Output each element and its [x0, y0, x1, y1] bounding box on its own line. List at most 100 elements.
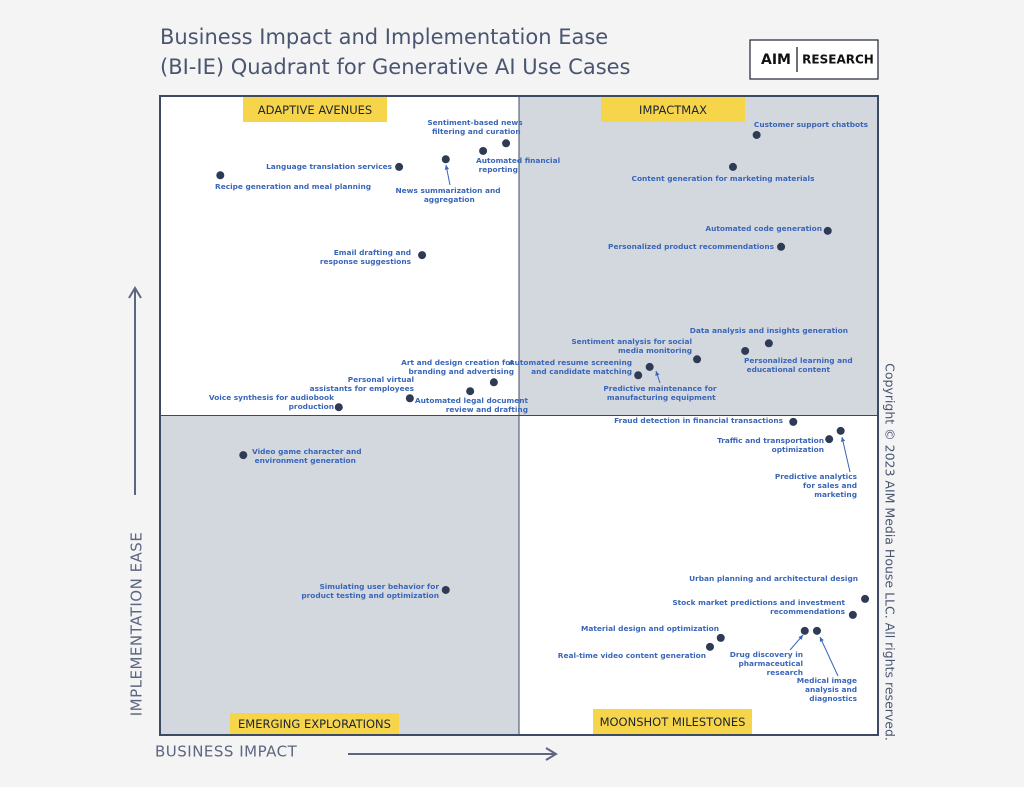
label-line: Material design and optimization [581, 624, 719, 633]
point-label: Data analysis and insights generation [690, 326, 848, 335]
point-label: Content generation for marketing materia… [632, 174, 816, 183]
label-line: for sales and [800, 481, 857, 490]
label-line: manufacturing equipment [604, 393, 716, 402]
label-line: Art and design creation for [401, 358, 514, 367]
point-label: Sentiment-based news filtering and curat… [427, 118, 523, 136]
point [502, 139, 511, 148]
label-line: Customer support chatbots [754, 120, 869, 129]
label-line: Voice synthesis for audiobook [209, 393, 335, 402]
label-line: pharmaceutical [736, 659, 803, 668]
label-line: response suggestions [317, 257, 411, 266]
label-line: Email drafting and [334, 248, 411, 257]
copyright: Copyright © 2023 AIM Media House LLC. Al… [883, 363, 898, 741]
point-label: Medical image analysis and diagnostics [797, 676, 858, 703]
label-line: Predictive analytics [775, 472, 858, 481]
label-line: Personalized learning and [744, 356, 853, 365]
point-label: Personalized learning and educational co… [744, 356, 853, 374]
label-line: and candidate matching [529, 367, 632, 376]
label-line: Sentiment analysis for social [571, 337, 692, 346]
quadrant-label-box [230, 713, 399, 734]
pointer-arrow-head [840, 437, 846, 442]
label-line: Video game character and [252, 447, 362, 456]
label-line: Personal virtual [348, 375, 414, 384]
label-line: Medical image [797, 676, 857, 685]
label-line: filtering and curation [429, 127, 520, 136]
point-label: Drug discovery in pharmaceutical researc… [730, 650, 803, 677]
label-line: Language translation services [266, 162, 392, 171]
y-axis-label: IMPLEMENTATION EASE [128, 532, 146, 717]
pointer-arrow-head [655, 371, 660, 376]
point [418, 251, 427, 260]
quadrant [160, 96, 519, 416]
point [239, 451, 248, 460]
pointer-arrow-head [444, 165, 450, 170]
quadrant-label: MOONSHOT MILESTONES [600, 715, 746, 729]
point-label: Traffic and transportation optimization [717, 436, 824, 454]
label-line: Simulating user behavior for [319, 582, 439, 591]
point-label: Real-time video content generation [558, 651, 706, 660]
point-label: Language translation services [266, 162, 392, 171]
quadrant [160, 415, 519, 735]
quadrant-label-box [243, 97, 387, 122]
quadrant-label: IMPACTMAX [639, 103, 707, 117]
label-line: Traffic and transportation [717, 436, 824, 445]
point [334, 403, 343, 412]
point [405, 394, 414, 403]
label-line: environment generation [252, 456, 356, 465]
brand-logo: AIM RESEARCH [749, 39, 879, 80]
point [836, 426, 845, 435]
label-line: optimization [769, 445, 824, 454]
point-label: Personalized product recommendations [608, 242, 775, 251]
label-line: Recipe generation and meal planning [215, 182, 371, 191]
label-line: reporting [476, 165, 518, 174]
label-line: aggregation [421, 195, 474, 204]
point-label: Art and design creation for branding and… [401, 358, 514, 376]
label-line: media monitoring [615, 346, 692, 355]
point [693, 355, 702, 364]
label-line: Data analysis and insights generation [690, 326, 848, 335]
pointer-arrow [841, 436, 851, 473]
label-line: marketing [812, 490, 857, 499]
label-line: review and drafting [443, 405, 528, 414]
x-arrow-head [545, 747, 558, 761]
label-line: assistants for employees [307, 384, 415, 393]
point [861, 594, 870, 603]
point [812, 626, 821, 635]
point [441, 155, 450, 164]
point [705, 642, 714, 651]
label-line: product testing and optimization [299, 591, 439, 600]
label-line: Fraud detection in financial transaction… [614, 416, 784, 425]
point [848, 610, 857, 619]
label-line: educational content [744, 365, 831, 374]
point-label: Automated code generation [705, 224, 822, 233]
quadrant-label: EMERGING EXPLORATIONS [238, 717, 391, 731]
pointer-arrow-head [819, 637, 824, 642]
point [752, 130, 761, 139]
point-label: Urban planning and architectural design [689, 574, 858, 583]
label-line: News summarization and [395, 186, 500, 195]
point [789, 417, 798, 426]
pointer-arrow-head [798, 635, 803, 640]
point [716, 633, 725, 642]
point [825, 435, 834, 444]
point [777, 242, 786, 251]
point-label: Automated legal document review and draf… [415, 396, 529, 414]
label-line: Content generation for marketing materia… [632, 174, 816, 183]
point-label: Automated financial reporting [476, 156, 560, 174]
label-line: Predictive maintenance for [603, 384, 717, 393]
point-label: Email drafting and response suggestions [317, 248, 411, 266]
label-line: production [286, 402, 334, 411]
point-label: Fraud detection in financial transaction… [614, 416, 784, 425]
point [634, 371, 643, 380]
point [441, 585, 450, 594]
label-line: Urban planning and architectural design [689, 574, 858, 583]
plot-area: ADAPTIVE AVENUES IMPACTMAX EMERGING EXPLOR… [159, 95, 879, 736]
plot-border [159, 95, 879, 736]
label-line: diagnostics [807, 694, 858, 703]
quadrant [519, 415, 878, 735]
label-line: recommendations [768, 607, 846, 616]
point [823, 226, 832, 235]
point-label: News summarization and aggregation [395, 186, 500, 204]
point [764, 339, 773, 348]
